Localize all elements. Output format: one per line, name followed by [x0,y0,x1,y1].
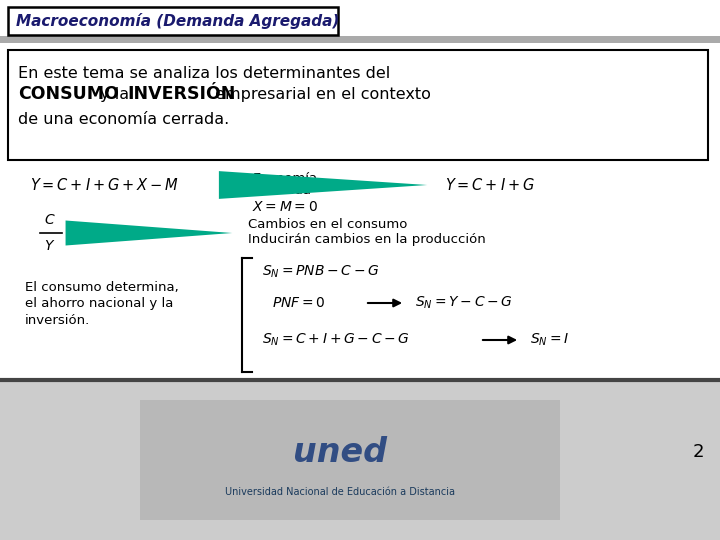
FancyBboxPatch shape [8,7,338,35]
Text: $S_N = C + I + G - C - G$: $S_N = C + I + G - C - G$ [262,332,410,348]
Text: el ahorro nacional y la: el ahorro nacional y la [25,298,174,310]
Text: $Y = C + I + G$: $Y = C + I + G$ [445,177,535,193]
Text: inversión.: inversión. [25,314,90,327]
Text: $S_N = Y - C - G$: $S_N = Y - C - G$ [415,295,513,311]
Text: $S_N = I$: $S_N = I$ [530,332,570,348]
Text: Economía: Economía [253,172,318,185]
Text: Macroeconomía (Demanda Agregada): Macroeconomía (Demanda Agregada) [16,13,339,29]
Text: $X = M = 0$: $X = M = 0$ [252,200,318,214]
Text: empresarial en el contexto: empresarial en el contexto [210,86,431,102]
Text: $Y = C + I + G + X - M$: $Y = C + I + G + X - M$ [30,177,179,193]
Text: Universidad Nacional de Educación a Distancia: Universidad Nacional de Educación a Dist… [225,487,455,497]
Text: INVERSIÓN: INVERSIÓN [127,85,235,103]
Text: Inducirán cambios en la producción: Inducirán cambios en la producción [248,233,486,246]
Text: de una economía cerrada.: de una economía cerrada. [18,112,229,127]
Text: $\approx 65\%$: $\approx 65\%$ [75,226,124,240]
Text: $Y$: $Y$ [45,239,55,253]
Text: En este tema se analiza los determinantes del: En este tema se analiza los determinante… [18,65,390,80]
FancyBboxPatch shape [0,36,720,43]
Text: y la: y la [95,86,134,102]
Text: $S_N = PNB - C - G$: $S_N = PNB - C - G$ [262,264,379,280]
FancyBboxPatch shape [8,50,708,160]
Text: $PNF = 0$: $PNF = 0$ [272,296,325,310]
FancyBboxPatch shape [0,380,720,540]
Text: Cerrada: Cerrada [258,185,312,198]
Text: uned: uned [293,435,387,469]
Text: 2: 2 [692,443,703,461]
Text: Cambios en el consumo: Cambios en el consumo [248,218,408,231]
FancyBboxPatch shape [140,400,560,520]
Text: $C$: $C$ [44,213,56,227]
Text: CONSUMO: CONSUMO [18,85,119,103]
Text: El consumo determina,: El consumo determina, [25,281,179,294]
